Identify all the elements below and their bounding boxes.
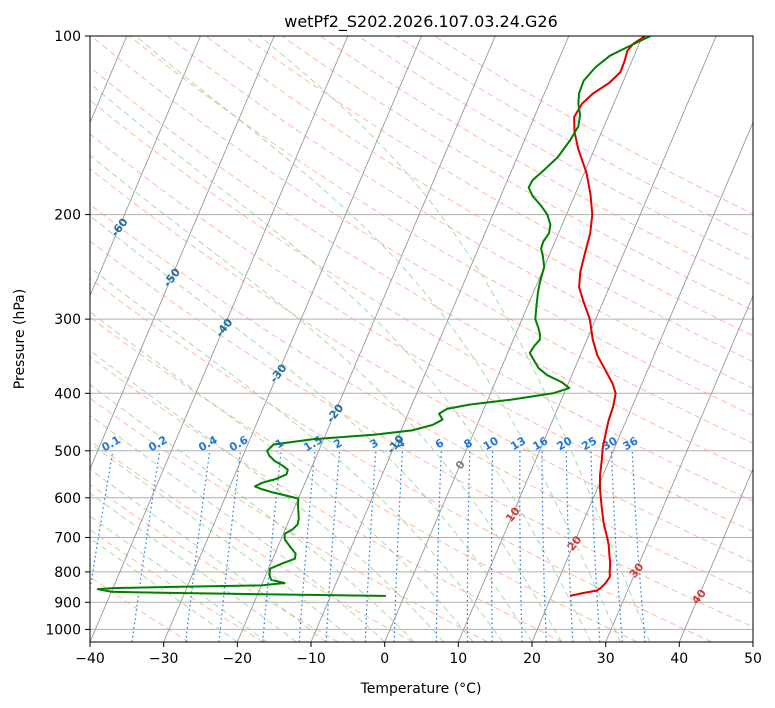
isotherm: [163, 36, 422, 642]
moist-adiabat: [90, 311, 474, 642]
dry-adiabat: [90, 99, 753, 502]
mixing-ratio-line: [364, 450, 377, 642]
dry-adiabat: [90, 133, 753, 532]
moist-adiabat: [90, 414, 386, 642]
mixing-ratio-line: [298, 450, 316, 642]
x-tick-label: −10: [296, 651, 326, 667]
mixing-ratio-line: [541, 450, 547, 642]
isotherm: [605, 294, 753, 642]
isotherm: [310, 36, 570, 642]
mixing-ratio-line: [610, 450, 623, 642]
dry-adiabat: [90, 397, 488, 642]
isotherm: [457, 36, 717, 642]
skewed-isotherms: [90, 36, 753, 642]
mixing-ratio-line: [325, 450, 341, 642]
x-tick-label: 0: [380, 651, 389, 667]
mixing-ratio-lines: [90, 450, 646, 642]
isotherm: [531, 121, 753, 642]
dry-adiabat: [90, 277, 712, 642]
dry-adiabat: [90, 203, 753, 595]
y-tick-label: 400: [54, 386, 81, 402]
x-axis-ticks: −40 −30 −20 −10 0 10 20 30 40 50: [75, 642, 762, 667]
moist-adiabat: [90, 349, 444, 642]
y-tick-label: 800: [54, 565, 81, 581]
x-tick-label: 10: [449, 651, 467, 667]
dry-adiabat: [90, 529, 264, 642]
isotherm: [752, 640, 753, 642]
y-tick-label: 600: [54, 491, 81, 507]
dry-adiabat: [90, 316, 638, 642]
moist-adiabats: [90, 36, 651, 642]
sounding-profiles: [96, 36, 652, 597]
moist-adiabat: [135, 36, 621, 642]
y-tick-label: 200: [54, 208, 81, 224]
y-tick-label: 900: [54, 595, 81, 611]
chart-title: wetPf2_S202.2026.107.03.24.G26: [284, 12, 558, 32]
moist-adiabat: [90, 442, 356, 642]
plot-contents: 0.10.20.40.611.52346810131620253036-100-…: [0, 36, 753, 642]
dry-adiabat: [90, 168, 753, 563]
mixing-ratio-line: [565, 450, 574, 642]
x-tick-label: 40: [670, 651, 688, 667]
dry-adiabat: [129, 36, 753, 417]
mixing-ratio-line: [90, 450, 114, 594]
y-tick-label: 1000: [45, 622, 81, 638]
dry-adiabat: [90, 483, 339, 642]
mixing-ratio-line: [218, 450, 242, 642]
y-tick-label: 700: [54, 531, 81, 547]
dry-adiabat: [90, 356, 563, 642]
y-axis-title: Pressure (hPa): [12, 289, 28, 389]
pressure-gridlines: [90, 36, 753, 630]
isotherm: [678, 467, 753, 642]
mixing-ratio-line: [435, 450, 442, 642]
x-tick-label: −20: [223, 651, 253, 667]
dewpoint-profile-line: [96, 36, 652, 597]
mixing-ratio-line: [590, 450, 601, 642]
dry-adiabat: [243, 36, 753, 337]
mixing-ratio-line: [490, 450, 494, 642]
y-tick-label: 300: [54, 312, 81, 328]
plot-frame: [89, 35, 754, 643]
mixing-ratio-line: [631, 450, 646, 642]
isotherm-label: -70: [55, 168, 78, 192]
y-axis-ticks: 100 200 300 400 500 600 700 800 900 1000: [45, 29, 90, 638]
mixing-ratio-line: [519, 450, 523, 642]
x-axis-title: Temperature (°C): [360, 681, 482, 697]
moist-adiabat: [90, 266, 503, 642]
isotherm: [384, 36, 643, 642]
x-tick-label: 50: [744, 651, 762, 667]
x-tick-label: −40: [75, 651, 105, 667]
y-tick-label: 100: [54, 29, 81, 45]
x-tick-label: −30: [149, 651, 179, 667]
mixing-ratio-line: [466, 450, 471, 642]
plot-area: [90, 36, 753, 642]
isotherm: [90, 36, 201, 297]
moist-adiabat: [90, 468, 327, 642]
x-tick-label: 20: [523, 651, 541, 667]
isotherm-label: -80: [0, 125, 22, 149]
dry-adiabat: [90, 36, 753, 444]
dry-adiabat: [90, 240, 753, 628]
mixing-ratio-line: [185, 450, 211, 642]
moist-adiabat: [90, 384, 415, 642]
moist-adiabat: [90, 154, 562, 642]
dry-adiabat: [281, 36, 753, 311]
x-tick-label: 30: [597, 651, 615, 667]
isotherm: [236, 36, 496, 642]
isotherm: [90, 36, 275, 470]
y-tick-label: 500: [54, 444, 81, 460]
moist-adiabat: [259, 36, 651, 642]
moist-adiabat: [90, 215, 533, 642]
moist-adiabat: [90, 537, 238, 642]
isotherm: [90, 36, 349, 642]
